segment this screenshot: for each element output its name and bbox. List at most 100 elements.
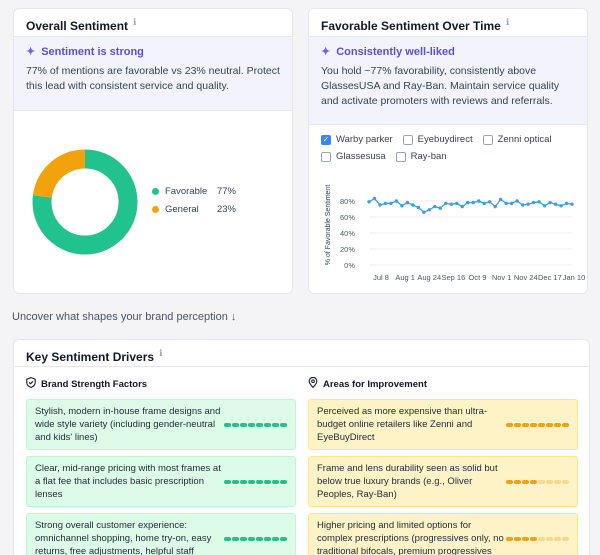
improvement-bar bbox=[506, 536, 569, 541]
bar-segment bbox=[538, 422, 545, 427]
donut-area: Favorable 77% General 23% bbox=[14, 112, 292, 293]
data-point bbox=[564, 201, 569, 206]
bar-segment bbox=[522, 479, 529, 484]
data-point bbox=[405, 200, 410, 205]
bar-segment bbox=[514, 536, 521, 541]
strength-item: Stylish, modern in-house frame designs a… bbox=[26, 399, 296, 450]
checkbox-icon[interactable] bbox=[482, 134, 493, 145]
brand-checkbox-glassesusa[interactable]: Glassesusa bbox=[321, 150, 386, 163]
info-icon[interactable]: ℹ bbox=[133, 17, 137, 27]
key-drivers-header: Key Sentiment Drivers ℹ bbox=[14, 340, 589, 367]
info-icon[interactable]: ℹ bbox=[505, 17, 510, 27]
data-point bbox=[394, 199, 399, 203]
strength-bar bbox=[224, 422, 287, 427]
data-point bbox=[389, 201, 393, 206]
over-time-header: Favorable Sentiment Over Time ℹ bbox=[309, 9, 587, 37]
checkbox-icon[interactable] bbox=[395, 151, 406, 162]
data-point bbox=[509, 201, 514, 206]
over-time-title: Favorable Sentiment Over Time bbox=[321, 19, 501, 33]
brand-checkbox-warby-parker[interactable]: ✓ Warby parker bbox=[321, 133, 393, 146]
legend-label: General bbox=[165, 204, 199, 215]
data-point bbox=[411, 203, 415, 207]
checkbox-icon[interactable] bbox=[402, 134, 413, 145]
bar-segment bbox=[280, 422, 287, 427]
bar-segment bbox=[272, 479, 279, 484]
data-point bbox=[444, 201, 448, 206]
bar-segment bbox=[280, 479, 287, 484]
brand-label: Eyebuydirect bbox=[417, 134, 473, 145]
bar-segment bbox=[506, 422, 513, 427]
data-point bbox=[383, 201, 388, 206]
y-tick-label: 60% bbox=[340, 213, 355, 222]
x-tick-label: Nov 24 bbox=[514, 273, 538, 282]
brand-filter: ✓ Warby parker Eyebuydirect Zenni optical… bbox=[321, 133, 583, 163]
improvement-item: Higher pricing and limited options for c… bbox=[308, 513, 578, 555]
data-point bbox=[526, 202, 530, 206]
bar-segment bbox=[530, 422, 537, 427]
bar-segment bbox=[224, 422, 231, 427]
bar-segment bbox=[264, 422, 271, 427]
bar-segment bbox=[264, 536, 271, 541]
data-point bbox=[559, 204, 563, 208]
bar-segment bbox=[232, 536, 239, 541]
data-point bbox=[416, 205, 421, 210]
info-icon[interactable]: ℹ bbox=[159, 348, 163, 358]
bar-segment bbox=[506, 479, 513, 484]
overall-sentiment-header: Overall Sentiment ℹ bbox=[14, 9, 292, 37]
bar-segment bbox=[506, 536, 513, 541]
legend-value: 77% bbox=[216, 186, 236, 197]
improvement-title: Areas for Improvement bbox=[323, 378, 428, 390]
strength-title: Brand Strength Factors bbox=[41, 378, 148, 390]
driver-text: Perceived as more expensive than ultra-b… bbox=[317, 406, 488, 443]
bar-segment bbox=[272, 422, 279, 427]
bar-segment bbox=[224, 479, 231, 484]
bar-segment bbox=[248, 422, 255, 427]
insight-text: 77% of mentions are favorable vs 23% neu… bbox=[26, 65, 280, 92]
bar-segment bbox=[264, 479, 271, 484]
strength-column: Brand Strength Factors Stylish, modern i… bbox=[26, 377, 296, 555]
donut-slice-general bbox=[32, 149, 138, 255]
y-axis-label: % of Favorable Sentiment bbox=[325, 185, 332, 266]
brand-label: Glassesusa bbox=[336, 151, 386, 162]
brand-checkbox-eyebuydirect[interactable]: Eyebuydirect bbox=[402, 133, 473, 146]
bar-segment bbox=[240, 536, 247, 541]
brand-checkbox-zenni-optical[interactable]: Zenni optical bbox=[482, 133, 552, 146]
bar-segment bbox=[554, 479, 561, 484]
x-tick-label: Aug 1 bbox=[395, 273, 415, 282]
checkbox-checked-icon[interactable]: ✓ bbox=[321, 134, 331, 145]
data-point bbox=[422, 210, 426, 214]
data-point bbox=[542, 204, 547, 208]
bar-segment bbox=[554, 422, 561, 427]
bar-segment bbox=[232, 422, 239, 427]
driver-text: Higher pricing and limited options for c… bbox=[317, 520, 504, 555]
x-tick-label: Aug 24 bbox=[417, 273, 441, 282]
bar-segment bbox=[522, 422, 529, 427]
donut-legend: Favorable 77% General 23% bbox=[152, 186, 236, 222]
strength-item: Strong overall customer experience: omni… bbox=[26, 513, 296, 555]
bar-segment bbox=[248, 536, 255, 541]
improvement-heading: Areas for Improvement bbox=[308, 376, 578, 391]
brand-checkbox-ray-ban[interactable]: Ray-ban bbox=[395, 150, 447, 163]
driver-text: Clear, mid-range pricing with most frame… bbox=[35, 463, 221, 500]
legend-dot-general bbox=[152, 206, 159, 213]
driver-text: Strong overall customer experience: omni… bbox=[35, 520, 212, 555]
key-drivers-card: Key Sentiment Drivers ℹ Brand Strength F… bbox=[13, 339, 590, 555]
data-point bbox=[553, 202, 558, 206]
bar-segment bbox=[522, 536, 529, 541]
checkbox-icon[interactable] bbox=[321, 151, 331, 162]
improvement-item: Frame and lens durability seen as solid … bbox=[308, 456, 578, 507]
bar-segment bbox=[272, 536, 279, 541]
y-tick-label: 20% bbox=[340, 245, 355, 254]
brand-label: Zenni optical bbox=[497, 134, 552, 145]
improvement-bar bbox=[506, 479, 569, 484]
strength-bar bbox=[224, 479, 287, 484]
bar-segment bbox=[546, 422, 553, 427]
x-tick-label: Nov 1 bbox=[492, 273, 512, 282]
section-caption: Uncover what shapes your brand perceptio… bbox=[12, 311, 237, 323]
favorable-sentiment-line-chart: % of Favorable Sentiment 80% 60% 40% 20% 0% Ju… bbox=[325, 185, 585, 282]
data-point bbox=[471, 200, 475, 205]
bar-segment bbox=[562, 536, 569, 541]
x-tick-label: Jul 8 bbox=[373, 273, 389, 282]
data-point bbox=[531, 200, 536, 205]
x-tick-label: Dec 17 bbox=[538, 273, 562, 282]
